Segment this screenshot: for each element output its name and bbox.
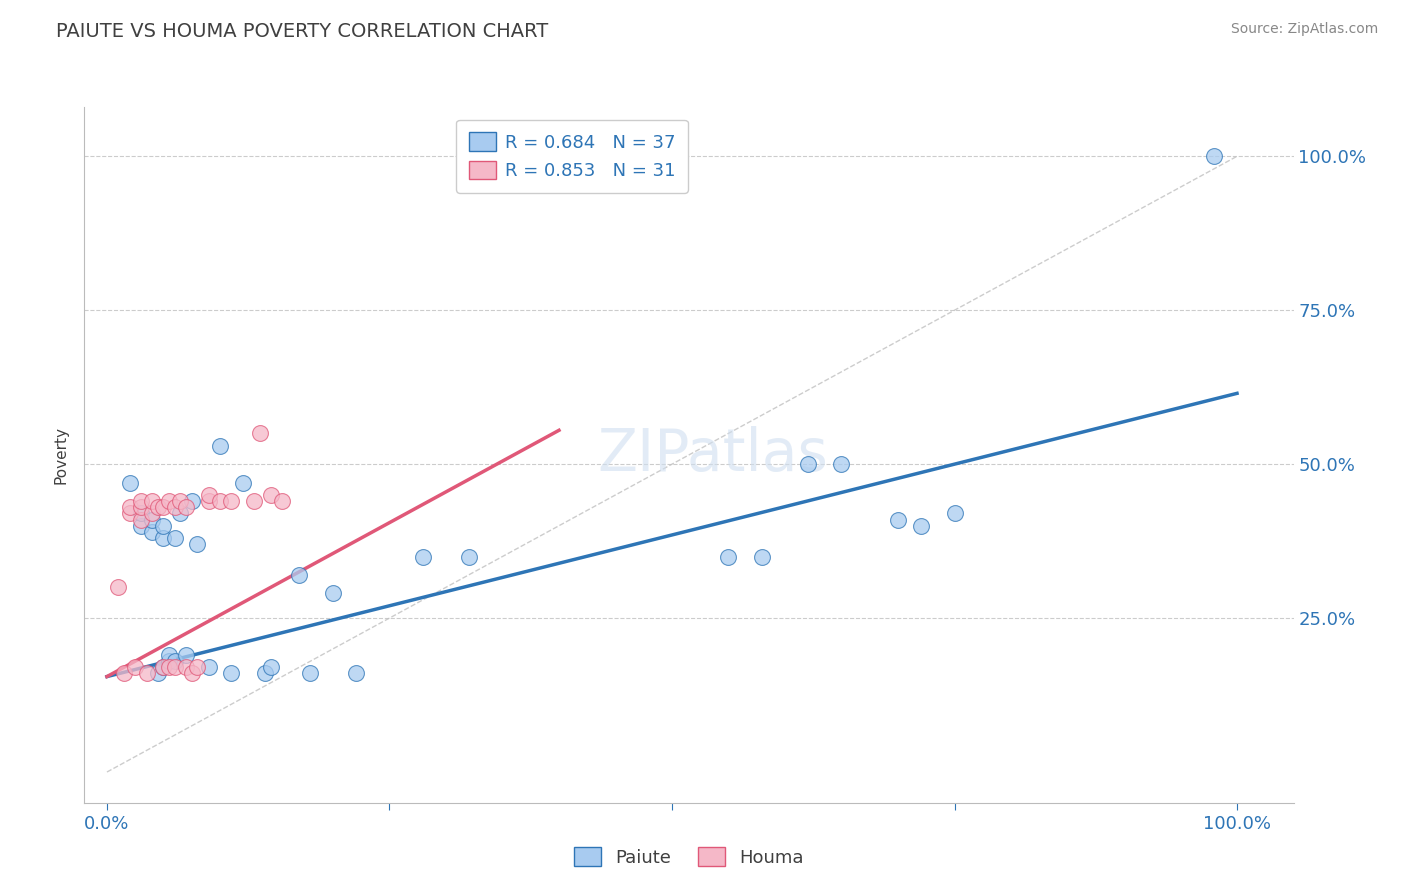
Point — [141, 507, 163, 521]
Point — [141, 494, 163, 508]
Point — [163, 500, 186, 515]
Point — [344, 666, 367, 681]
Point — [107, 580, 129, 594]
Point — [180, 666, 202, 681]
Point — [299, 666, 322, 681]
Point — [152, 531, 174, 545]
Point — [243, 494, 266, 508]
Point — [118, 500, 141, 515]
Point — [163, 660, 186, 674]
Point — [169, 494, 191, 508]
Point — [288, 568, 311, 582]
Point — [260, 488, 283, 502]
Point — [831, 457, 853, 471]
Point — [186, 537, 208, 551]
Point — [163, 654, 186, 668]
Point — [271, 494, 294, 508]
Point — [208, 439, 231, 453]
Text: Source: ZipAtlas.com: Source: ZipAtlas.com — [1230, 22, 1378, 37]
Point — [197, 660, 219, 674]
Text: ZIPatlas: ZIPatlas — [598, 426, 828, 483]
Point — [887, 512, 910, 526]
Point — [208, 494, 231, 508]
Point — [141, 512, 163, 526]
Point — [118, 507, 141, 521]
Point — [129, 507, 152, 521]
Point — [943, 507, 966, 521]
Point — [197, 494, 219, 508]
Point — [751, 549, 773, 564]
Point — [186, 660, 208, 674]
Legend: Paiute, Houma: Paiute, Houma — [567, 840, 811, 874]
Point — [219, 666, 242, 681]
Point — [129, 494, 152, 508]
Point — [146, 500, 169, 515]
Point — [157, 660, 180, 674]
Point — [129, 512, 152, 526]
Y-axis label: Poverty: Poverty — [53, 425, 69, 484]
Point — [232, 475, 254, 490]
Point — [796, 457, 818, 471]
Point — [118, 475, 141, 490]
Point — [152, 660, 174, 674]
Point — [260, 660, 283, 674]
Point — [254, 666, 277, 681]
Point — [197, 488, 219, 502]
Point — [135, 666, 157, 681]
Point — [249, 426, 271, 441]
Point — [129, 518, 152, 533]
Point — [910, 518, 932, 533]
Point — [169, 507, 191, 521]
Point — [112, 666, 135, 681]
Point — [157, 494, 180, 508]
Point — [152, 518, 174, 533]
Point — [157, 654, 180, 668]
Point — [219, 494, 242, 508]
Point — [322, 586, 344, 600]
Point — [152, 660, 174, 674]
Point — [124, 660, 146, 674]
Point — [457, 549, 479, 564]
Point — [174, 660, 197, 674]
Point — [412, 549, 434, 564]
Point — [1204, 149, 1226, 163]
Point — [180, 494, 202, 508]
Point — [141, 524, 163, 539]
Point — [157, 648, 180, 662]
Point — [129, 500, 152, 515]
Point — [717, 549, 740, 564]
Point — [163, 531, 186, 545]
Point — [174, 500, 197, 515]
Point — [174, 648, 197, 662]
Point — [146, 666, 169, 681]
Point — [152, 500, 174, 515]
Text: PAIUTE VS HOUMA POVERTY CORRELATION CHART: PAIUTE VS HOUMA POVERTY CORRELATION CHAR… — [56, 22, 548, 41]
